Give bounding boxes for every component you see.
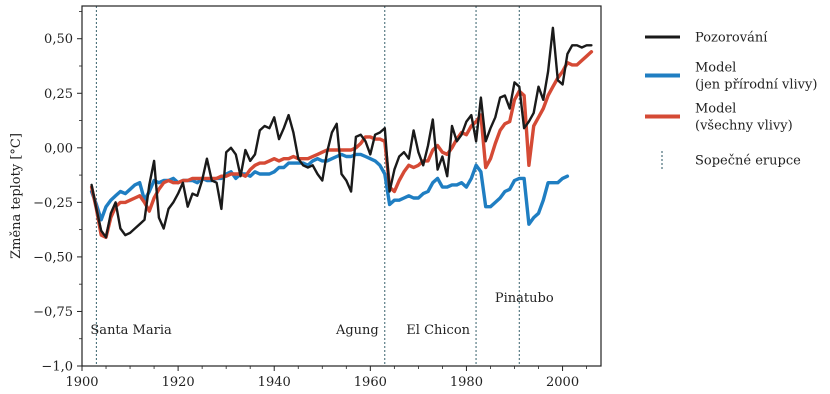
x-tick-label: 1940 bbox=[258, 375, 291, 390]
series-lines bbox=[89, 26, 594, 240]
volcanic-labels: Santa Maria Agung El Chicon Pinatubo bbox=[90, 291, 553, 338]
x-tick-label: 1960 bbox=[354, 375, 387, 390]
legend-label: (jen přírodní vlivy) bbox=[695, 78, 817, 93]
series-line bbox=[89, 50, 594, 240]
legend-label: Pozorování bbox=[695, 31, 768, 46]
x-tick-label: 2000 bbox=[546, 375, 579, 390]
y-tick-label: −0,50 bbox=[33, 250, 73, 265]
x-tick-label: 1980 bbox=[450, 375, 483, 390]
axes bbox=[81, 5, 602, 367]
y-axis-label: Změna teploty [°C] bbox=[9, 133, 24, 259]
y-tick-label: 0,00 bbox=[44, 141, 73, 156]
series-line bbox=[90, 26, 593, 239]
y-tick-label: −0,25 bbox=[33, 196, 73, 211]
x-tick-label: 1900 bbox=[65, 375, 98, 390]
volcano-label: Pinatubo bbox=[495, 291, 554, 306]
y-tick-label: 0,50 bbox=[44, 32, 73, 47]
legend-label: Model bbox=[695, 102, 736, 117]
y-axis-ticks: −1,0 −0,75 −0,50 −0,25 0,00 0,25 0,50 bbox=[33, 11, 82, 375]
x-axis-ticks: 1900 1920 1940 1960 1980 2000 bbox=[65, 366, 587, 390]
y-tick-label: 0,25 bbox=[44, 87, 73, 102]
plot-frame bbox=[81, 5, 602, 367]
legend: Pozorování Model (jen přírodní vlivy) Model… bbox=[645, 31, 817, 169]
legend-label: (všechny vlivy) bbox=[695, 119, 793, 134]
legend-label: Sopečné erupce bbox=[695, 154, 801, 169]
volcano-label: El Chicon bbox=[406, 323, 470, 338]
x-tick-label: 1920 bbox=[162, 375, 195, 390]
volcano-label: Santa Maria bbox=[90, 323, 172, 338]
legend-label: Model bbox=[695, 61, 736, 76]
y-tick-label: −0,75 bbox=[33, 305, 73, 320]
volcano-label: Agung bbox=[335, 323, 379, 338]
y-tick-label: −1,0 bbox=[41, 360, 73, 375]
volcanic-lines bbox=[95, 6, 520, 366]
series-line bbox=[89, 152, 570, 226]
